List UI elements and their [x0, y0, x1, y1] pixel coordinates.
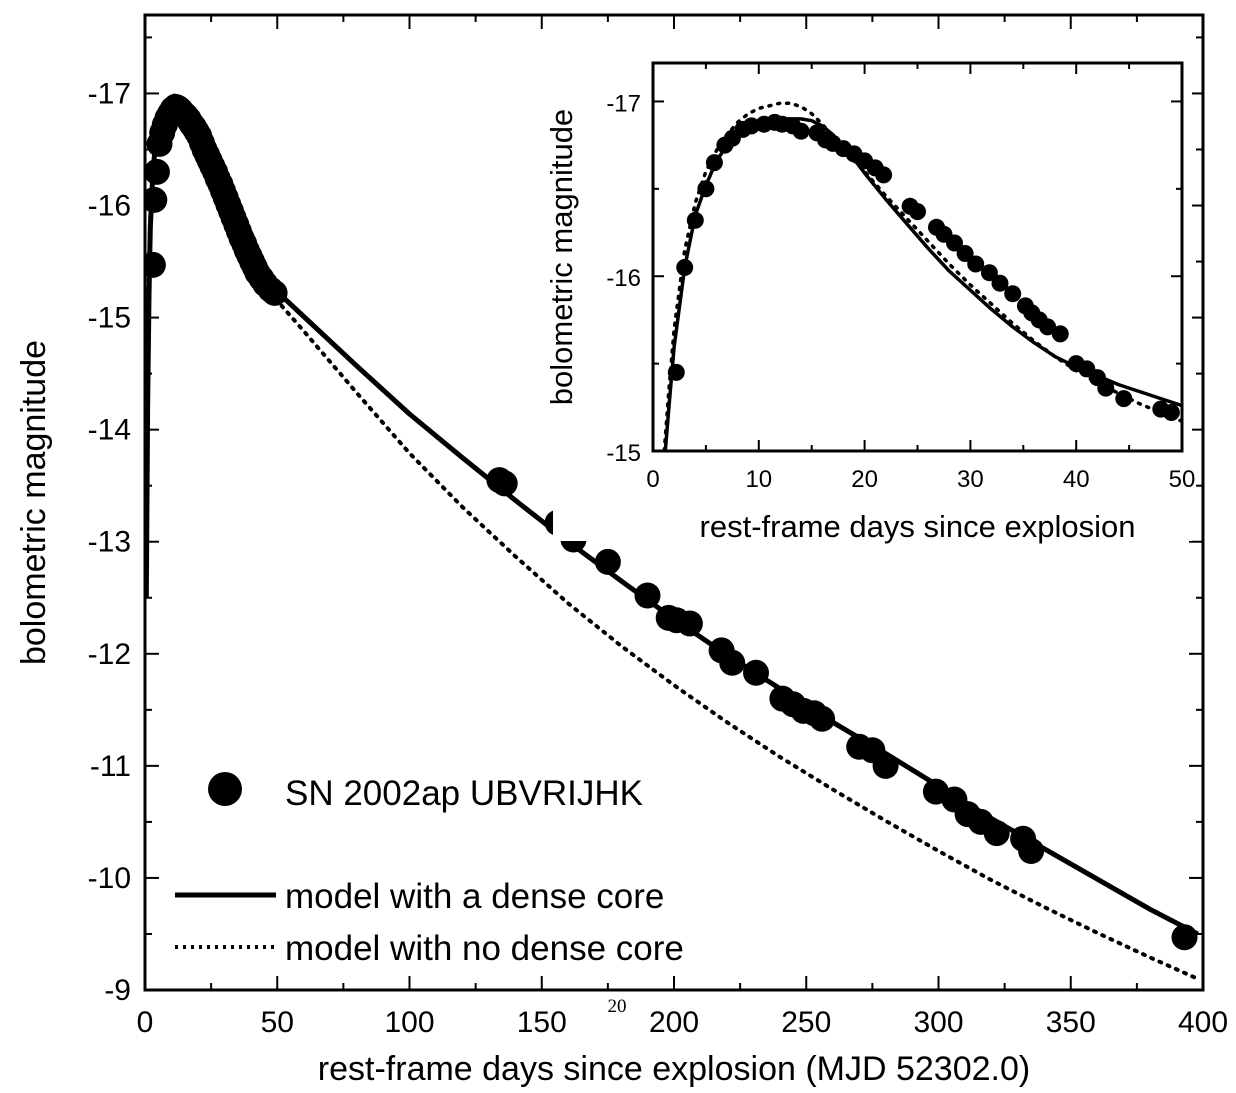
inset-axis-ticks: 0 10 20 30 40 50 -15 -16 -17	[606, 63, 1195, 493]
legend-label-dense-core: model with a dense core	[285, 877, 664, 916]
main-y-tick-label: -14	[88, 414, 131, 447]
inset-data-point	[1162, 404, 1180, 421]
inset-data-points	[667, 113, 1180, 421]
main-plot: 0 50 100 150 200 250 300 350 400-9-10-11-12-13-1…	[15, 13, 1228, 1088]
main-data-point	[872, 752, 899, 779]
inset-data-point	[705, 154, 723, 172]
inset-data-point	[909, 203, 926, 221]
inset-y-tick-label: -15	[606, 440, 641, 467]
inset-data-point	[956, 245, 974, 262]
main-data-point	[719, 649, 746, 676]
main-x-tick-label: 250	[781, 1006, 831, 1039]
inset-y-axis-title: bolometric magnitude	[544, 109, 579, 405]
main-data-point	[676, 610, 703, 637]
main-data-points	[145, 93, 1198, 951]
inset-data-point	[686, 211, 704, 229]
inset-data-point	[980, 264, 998, 282]
inset-data-point	[991, 274, 1009, 292]
main-data-point	[1171, 924, 1198, 951]
inset-x-tick-label: 50	[1169, 466, 1196, 493]
main-y-tick-label: -17	[88, 77, 131, 110]
inset-x-tick-label: 20	[851, 466, 878, 493]
main-x-tick-label: 400	[1178, 1006, 1228, 1039]
main-data-point	[145, 158, 170, 185]
inset-data-point	[1051, 325, 1069, 343]
inset-data-point	[742, 117, 760, 135]
inset-data-point	[1115, 390, 1133, 408]
main-data-point	[145, 251, 166, 278]
main-x-axis-title: rest-frame days since explosion (MJD 523…	[318, 1050, 1030, 1088]
inset-background	[553, 53, 1192, 541]
main-x-tick-label: 100	[384, 1006, 434, 1039]
main-data-point	[809, 705, 836, 732]
main-x-tick-label: 150	[517, 1006, 567, 1039]
legend: SN 2002ap UBVRIJHK model with a dense co…	[175, 772, 684, 968]
main-x-tick-label: 300	[913, 1006, 963, 1039]
inset-data-point	[792, 122, 810, 140]
main-y-tick-label: -15	[88, 302, 131, 335]
inset-data-point	[697, 180, 715, 198]
inset-y-tick-label: -17	[606, 90, 641, 117]
inset-x-axis-title: rest-frame days since explosion	[700, 509, 1136, 544]
page-footnote-number: 20	[608, 996, 627, 1017]
inset-data-point	[676, 259, 694, 276]
inset-x-tick-label: 40	[1063, 466, 1090, 493]
main-x-tick-label: 0	[137, 1006, 154, 1039]
main-axis-ticks: 0 50 100 150 200 250 300 350 400-9-10-11-12-13-1…	[88, 15, 1228, 1039]
inset-data-point	[1004, 285, 1022, 303]
inset-data-point	[1097, 379, 1115, 397]
inset-x-tick-label: 10	[745, 466, 772, 493]
inset-y-tick-label: -16	[606, 265, 641, 292]
main-y-tick-label: -13	[88, 526, 131, 559]
inset-data-point	[967, 255, 985, 273]
inset-data-point	[667, 363, 685, 381]
legend-label-no-dense-core: model with no dense core	[285, 929, 684, 968]
inset-data-point	[946, 234, 963, 252]
legend-marker-circle	[208, 772, 242, 806]
inset-data-point	[875, 166, 893, 184]
inset-x-tick-label: 30	[957, 466, 984, 493]
main-y-tick-label: -11	[90, 750, 131, 783]
main-data-point	[491, 470, 518, 497]
main-data-point	[743, 659, 769, 686]
main-x-tick-label: 200	[649, 1006, 699, 1039]
main-y-tick-label: -10	[88, 862, 131, 895]
main-x-tick-label: 50	[261, 1006, 294, 1039]
main-data-point	[634, 582, 661, 609]
inset-x-tick-label: 0	[646, 466, 659, 493]
main-data-point	[1018, 838, 1045, 864]
main-data-point	[261, 279, 288, 306]
legend-label-sn2002ap: SN 2002ap UBVRIJHK	[285, 774, 643, 813]
main-data-point	[983, 820, 1010, 847]
inset-plot: 0 10 20 30 40 50 -15 -16 -17 rest-frame days sin…	[544, 53, 1195, 544]
main-y-tick-label: -9	[104, 974, 131, 1007]
main-y-tick-label: -16	[88, 190, 131, 223]
main-y-tick-label: -12	[88, 638, 131, 671]
main-y-axis-title: bolometric magnitude	[15, 340, 53, 665]
main-x-tick-label: 350	[1046, 1006, 1096, 1039]
main-data-point	[594, 548, 621, 575]
inset-data-point	[1039, 318, 1057, 336]
